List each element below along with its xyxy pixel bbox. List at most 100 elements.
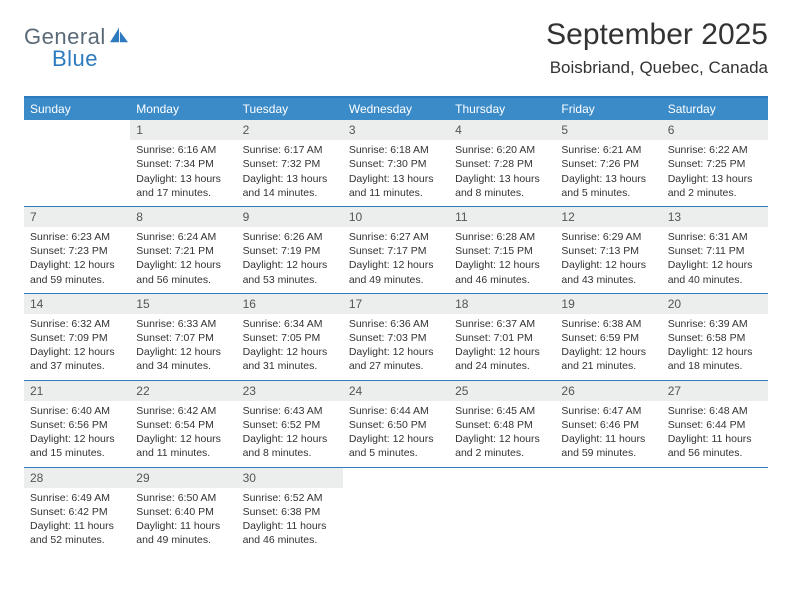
daylight-text: Daylight: 13 hours and 14 minutes. bbox=[243, 172, 337, 200]
day-body: Sunrise: 6:27 AMSunset: 7:17 PMDaylight:… bbox=[343, 227, 449, 293]
day-body: Sunrise: 6:33 AMSunset: 7:07 PMDaylight:… bbox=[130, 314, 236, 380]
sunset-text: Sunset: 6:38 PM bbox=[243, 505, 337, 519]
day-body: Sunrise: 6:17 AMSunset: 7:32 PMDaylight:… bbox=[237, 140, 343, 206]
sunset-text: Sunset: 6:58 PM bbox=[668, 331, 762, 345]
sunset-text: Sunset: 6:59 PM bbox=[561, 331, 655, 345]
sunset-text: Sunset: 6:48 PM bbox=[455, 418, 549, 432]
day-number: 19 bbox=[555, 294, 661, 314]
sunrise-text: Sunrise: 6:23 AM bbox=[30, 230, 124, 244]
day-cell: 18Sunrise: 6:37 AMSunset: 7:01 PMDayligh… bbox=[449, 294, 555, 380]
sunset-text: Sunset: 7:19 PM bbox=[243, 244, 337, 258]
weekday-header: Thursday bbox=[449, 98, 555, 120]
sunset-text: Sunset: 7:13 PM bbox=[561, 244, 655, 258]
sunset-text: Sunset: 7:32 PM bbox=[243, 157, 337, 171]
day-number: 27 bbox=[662, 381, 768, 401]
sunrise-text: Sunrise: 6:28 AM bbox=[455, 230, 549, 244]
day-cell: 12Sunrise: 6:29 AMSunset: 7:13 PMDayligh… bbox=[555, 207, 661, 293]
sunrise-text: Sunrise: 6:45 AM bbox=[455, 404, 549, 418]
logo-text: General Blue bbox=[24, 24, 130, 72]
day-body: Sunrise: 6:43 AMSunset: 6:52 PMDaylight:… bbox=[237, 401, 343, 467]
sunrise-text: Sunrise: 6:42 AM bbox=[136, 404, 230, 418]
day-body: Sunrise: 6:21 AMSunset: 7:26 PMDaylight:… bbox=[555, 140, 661, 206]
daylight-text: Daylight: 12 hours and 56 minutes. bbox=[136, 258, 230, 286]
sunset-text: Sunset: 6:56 PM bbox=[30, 418, 124, 432]
daylight-text: Daylight: 12 hours and 59 minutes. bbox=[30, 258, 124, 286]
daylight-text: Daylight: 12 hours and 46 minutes. bbox=[455, 258, 549, 286]
day-cell: 7Sunrise: 6:23 AMSunset: 7:23 PMDaylight… bbox=[24, 207, 130, 293]
weekday-header: Sunday bbox=[24, 98, 130, 120]
sunrise-text: Sunrise: 6:16 AM bbox=[136, 143, 230, 157]
day-cell: 16Sunrise: 6:34 AMSunset: 7:05 PMDayligh… bbox=[237, 294, 343, 380]
day-cell: 30Sunrise: 6:52 AMSunset: 6:38 PMDayligh… bbox=[237, 468, 343, 554]
day-body: Sunrise: 6:31 AMSunset: 7:11 PMDaylight:… bbox=[662, 227, 768, 293]
sunrise-text: Sunrise: 6:29 AM bbox=[561, 230, 655, 244]
daylight-text: Daylight: 11 hours and 52 minutes. bbox=[30, 519, 124, 547]
daylight-text: Daylight: 12 hours and 24 minutes. bbox=[455, 345, 549, 373]
sunset-text: Sunset: 6:54 PM bbox=[136, 418, 230, 432]
sunset-text: Sunset: 7:28 PM bbox=[455, 157, 549, 171]
day-cell: 2Sunrise: 6:17 AMSunset: 7:32 PMDaylight… bbox=[237, 120, 343, 206]
day-number: 29 bbox=[130, 468, 236, 488]
weekday-header-row: SundayMondayTuesdayWednesdayThursdayFrid… bbox=[24, 98, 768, 120]
day-cell: 17Sunrise: 6:36 AMSunset: 7:03 PMDayligh… bbox=[343, 294, 449, 380]
day-body: Sunrise: 6:50 AMSunset: 6:40 PMDaylight:… bbox=[130, 488, 236, 554]
daylight-text: Daylight: 12 hours and 15 minutes. bbox=[30, 432, 124, 460]
day-body: Sunrise: 6:26 AMSunset: 7:19 PMDaylight:… bbox=[237, 227, 343, 293]
daylight-text: Daylight: 13 hours and 11 minutes. bbox=[349, 172, 443, 200]
day-cell: 11Sunrise: 6:28 AMSunset: 7:15 PMDayligh… bbox=[449, 207, 555, 293]
sunrise-text: Sunrise: 6:44 AM bbox=[349, 404, 443, 418]
day-cell: 21Sunrise: 6:40 AMSunset: 6:56 PMDayligh… bbox=[24, 381, 130, 467]
sunset-text: Sunset: 7:34 PM bbox=[136, 157, 230, 171]
week-row: 21Sunrise: 6:40 AMSunset: 6:56 PMDayligh… bbox=[24, 380, 768, 467]
weeks-container: 1Sunrise: 6:16 AMSunset: 7:34 PMDaylight… bbox=[24, 120, 768, 553]
sunset-text: Sunset: 7:25 PM bbox=[668, 157, 762, 171]
day-cell: 14Sunrise: 6:32 AMSunset: 7:09 PMDayligh… bbox=[24, 294, 130, 380]
weekday-header: Friday bbox=[555, 98, 661, 120]
sunset-text: Sunset: 7:07 PM bbox=[136, 331, 230, 345]
sunrise-text: Sunrise: 6:36 AM bbox=[349, 317, 443, 331]
sunrise-text: Sunrise: 6:17 AM bbox=[243, 143, 337, 157]
sunrise-text: Sunrise: 6:39 AM bbox=[668, 317, 762, 331]
daylight-text: Daylight: 12 hours and 27 minutes. bbox=[349, 345, 443, 373]
sunrise-text: Sunrise: 6:32 AM bbox=[30, 317, 124, 331]
sunrise-text: Sunrise: 6:47 AM bbox=[561, 404, 655, 418]
page-header: General Blue September 2025 Boisbriand, … bbox=[24, 18, 768, 78]
sunrise-text: Sunrise: 6:43 AM bbox=[243, 404, 337, 418]
day-number: 13 bbox=[662, 207, 768, 227]
day-cell: 26Sunrise: 6:47 AMSunset: 6:46 PMDayligh… bbox=[555, 381, 661, 467]
day-number: 12 bbox=[555, 207, 661, 227]
day-cell: 13Sunrise: 6:31 AMSunset: 7:11 PMDayligh… bbox=[662, 207, 768, 293]
day-body: Sunrise: 6:24 AMSunset: 7:21 PMDaylight:… bbox=[130, 227, 236, 293]
day-number: 2 bbox=[237, 120, 343, 140]
day-number: 24 bbox=[343, 381, 449, 401]
day-body: Sunrise: 6:29 AMSunset: 7:13 PMDaylight:… bbox=[555, 227, 661, 293]
day-number: 7 bbox=[24, 207, 130, 227]
daylight-text: Daylight: 13 hours and 5 minutes. bbox=[561, 172, 655, 200]
day-cell: 20Sunrise: 6:39 AMSunset: 6:58 PMDayligh… bbox=[662, 294, 768, 380]
day-cell: 29Sunrise: 6:50 AMSunset: 6:40 PMDayligh… bbox=[130, 468, 236, 554]
day-cell: 22 Sunrise: 6:42 AMSunset: 6:54 PMDayligh… bbox=[130, 381, 236, 467]
daylight-text: Daylight: 11 hours and 59 minutes. bbox=[561, 432, 655, 460]
daylight-text: Daylight: 12 hours and 37 minutes. bbox=[30, 345, 124, 373]
day-body: Sunrise: 6:45 AMSunset: 6:48 PMDaylight:… bbox=[449, 401, 555, 467]
logo: General Blue bbox=[24, 18, 130, 72]
month-title: September 2025 bbox=[546, 18, 768, 52]
day-cell: 9Sunrise: 6:26 AMSunset: 7:19 PMDaylight… bbox=[237, 207, 343, 293]
daylight-text: Daylight: 12 hours and 49 minutes. bbox=[349, 258, 443, 286]
day-number: 22 bbox=[130, 381, 236, 401]
daylight-text: Daylight: 12 hours and 31 minutes. bbox=[243, 345, 337, 373]
calendar: SundayMondayTuesdayWednesdayThursdayFrid… bbox=[24, 96, 768, 553]
sunset-text: Sunset: 6:46 PM bbox=[561, 418, 655, 432]
day-number bbox=[555, 468, 661, 488]
daylight-text: Daylight: 12 hours and 11 minutes. bbox=[136, 432, 230, 460]
daylight-text: Daylight: 12 hours and 43 minutes. bbox=[561, 258, 655, 286]
day-body: Sunrise: 6:23 AMSunset: 7:23 PMDaylight:… bbox=[24, 227, 130, 293]
day-cell: 4Sunrise: 6:20 AMSunset: 7:28 PMDaylight… bbox=[449, 120, 555, 206]
sunset-text: Sunset: 6:52 PM bbox=[243, 418, 337, 432]
day-cell-empty bbox=[662, 468, 768, 554]
day-body: Sunrise: 6:48 AMSunset: 6:44 PMDaylight:… bbox=[662, 401, 768, 467]
day-body: Sunrise: 6:40 AMSunset: 6:56 PMDaylight:… bbox=[24, 401, 130, 467]
sunset-text: Sunset: 7:09 PM bbox=[30, 331, 124, 345]
sunrise-text: Sunrise: 6:24 AM bbox=[136, 230, 230, 244]
day-number: 21 bbox=[24, 381, 130, 401]
